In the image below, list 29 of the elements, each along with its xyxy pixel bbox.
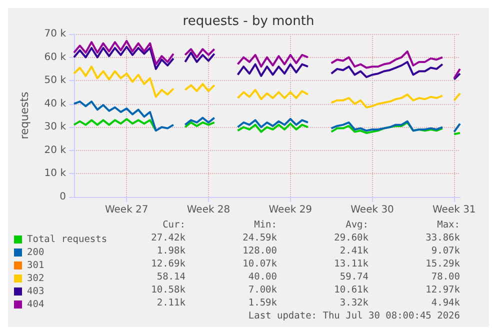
legend-label: 403 [27, 286, 44, 297]
text: 2.11k 1.59k 3.32k 4.94k [94, 298, 460, 308]
legend-label: 302 [27, 273, 44, 284]
y-tick-label: 40 k [44, 98, 66, 110]
y-tick-label: 30 k [44, 122, 66, 133]
y-tick-label: 10 k [44, 168, 66, 180]
text: Cur: Min: Avg: Max: [94, 220, 460, 230]
text: 58.14 40.00 59.74 78.00 [94, 272, 460, 282]
legend-label: Total requests [27, 234, 108, 245]
y-tick-label: 60 k [44, 52, 66, 63]
text: Last update: Thu Jul 30 08:00:45 2026 [248, 310, 460, 322]
y-tick-label: 70 k [44, 28, 66, 40]
chart-title: requests - by month [182, 14, 314, 29]
x-tick-label: Week 30 [350, 204, 394, 216]
text: 10.58k 7.00k 10.61k 12.97k [94, 284, 460, 296]
text: 27.42k 24.59k 29.60k 33.86k [151, 232, 460, 244]
x-tick-label: Week 27 [104, 204, 148, 216]
x-tick-label: Week 31 [432, 204, 476, 216]
legend-label: 404 [27, 299, 44, 310]
y-axis-title: requests [18, 91, 31, 140]
y-tick-label: 0 [60, 192, 66, 202]
text: 12.69k 10.07k 13.11k 15.29k [94, 258, 460, 270]
x-tick-label: Week 28 [186, 204, 230, 216]
text: 1.98k 128.00 2.41k 9.07k [94, 246, 460, 256]
legend-label: 301 [27, 260, 44, 271]
legend-label: 200 [27, 247, 44, 258]
x-tick-label: Week 29 [268, 204, 312, 216]
y-tick-label: 50 k [44, 75, 66, 86]
y-tick-label: 20 k [44, 144, 66, 156]
